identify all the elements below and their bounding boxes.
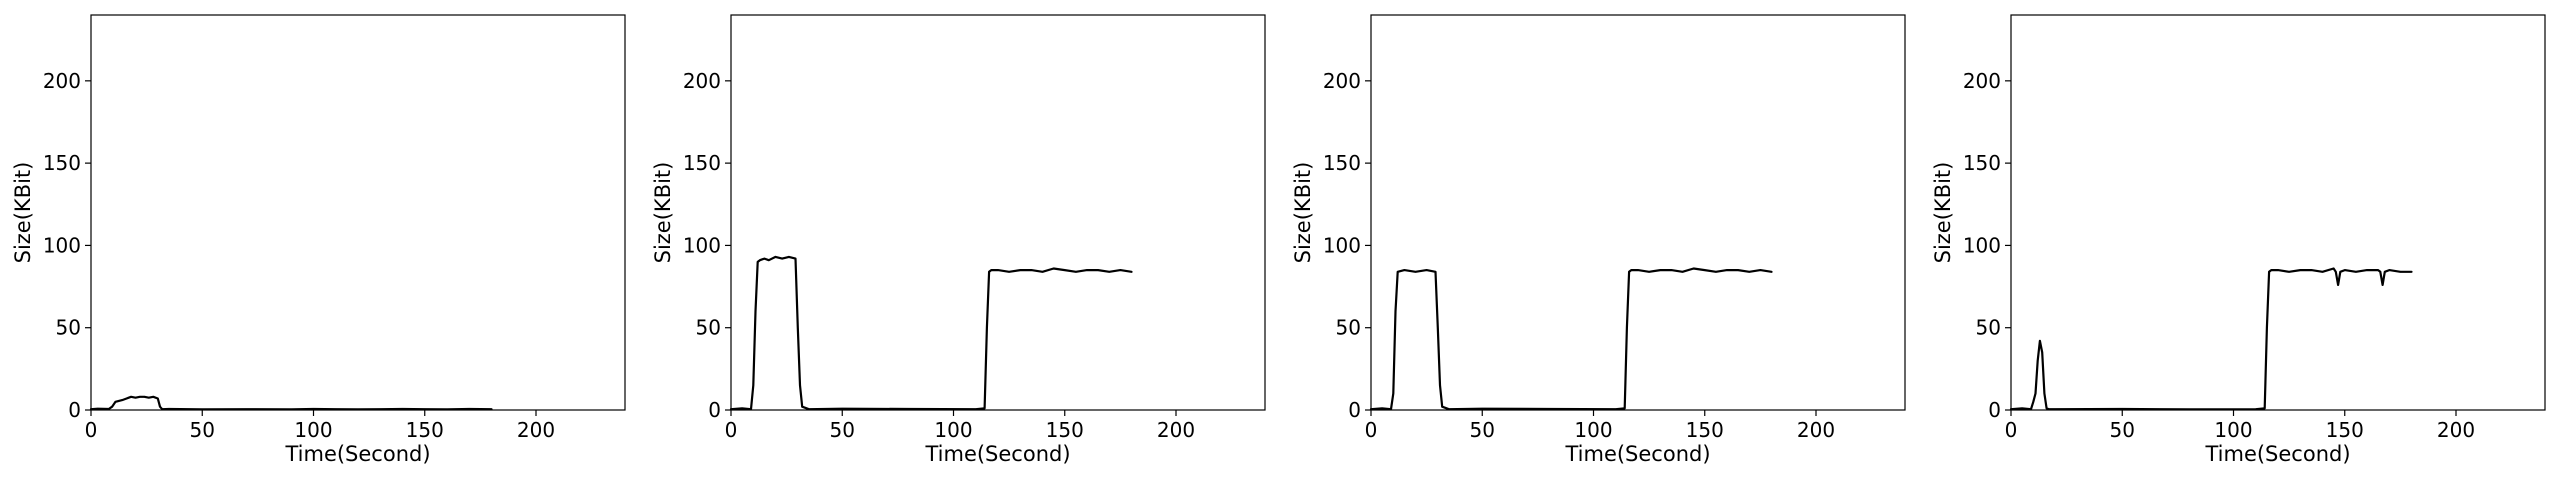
x-tick-label: 150 (1046, 418, 1084, 442)
x-tick-label: 200 (517, 418, 555, 442)
x-axis-label: Time(Second) (2204, 442, 2350, 466)
x-tick-label: 50 (2110, 418, 2135, 442)
y-axis-label: Size(KBit) (1291, 162, 1315, 264)
y-tick-label: 0 (1988, 398, 2001, 422)
x-tick-label: 200 (2437, 418, 2475, 442)
y-axis-label: Size(KBit) (651, 162, 675, 264)
y-tick-label: 50 (696, 316, 721, 340)
x-tick-label: 50 (1470, 418, 1495, 442)
y-tick-label: 50 (1976, 316, 2001, 340)
x-tick-label: 0 (725, 418, 738, 442)
x-axis-label: Time(Second) (924, 442, 1070, 466)
y-tick-label: 150 (43, 151, 81, 175)
chart-panel-2: 0 50 100 150 200 0 50 100 150 200 Time(Second) Size… (651, 14, 1266, 466)
x-tick-label: 200 (1797, 418, 1835, 442)
y-tick-label: 100 (1963, 233, 2001, 257)
series-line-1 (729, 255, 1133, 411)
x-tick-label: 100 (2214, 418, 2252, 442)
plot-frame (730, 14, 1266, 411)
y-tick-label: 200 (43, 69, 81, 93)
chart-panel-3: 0 50 100 150 200 0 50 100 150 200 Time(Second) Size… (1291, 14, 1906, 466)
y-tick-label: 150 (683, 151, 721, 175)
y-tick-label: 0 (1348, 398, 1361, 422)
y-tick-label: 200 (683, 69, 721, 93)
x-tick-label: 100 (934, 418, 972, 442)
x-tick-label: 50 (830, 418, 855, 442)
series-line-1 (89, 395, 493, 411)
y-tick-label: 200 (1323, 69, 1361, 93)
x-axis-label: Time(Second) (284, 442, 430, 466)
y-tick-label: 100 (683, 233, 721, 257)
y-tick-label: 0 (68, 398, 81, 422)
x-tick-label: 0 (1365, 418, 1378, 442)
x-tick-label: 0 (85, 418, 98, 442)
x-tick-label: 150 (2326, 418, 2364, 442)
y-tick-label: 100 (43, 233, 81, 257)
chart-panel-4: 0 50 100 150 200 0 50 100 150 200 Time(Second) Size… (1931, 14, 2546, 466)
series-line-1 (2009, 267, 2413, 411)
x-tick-label: 50 (190, 418, 215, 442)
y-tick-label: 100 (1323, 233, 1361, 257)
x-tick-label: 150 (406, 418, 444, 442)
x-tick-label: 0 (2005, 418, 2018, 442)
x-tick-label: 100 (1574, 418, 1612, 442)
plot-frame (2010, 14, 2546, 411)
x-axis-label: Time(Second) (1564, 442, 1710, 466)
y-tick-label: 0 (708, 398, 721, 422)
y-axis-label: Size(KBit) (1931, 162, 1955, 264)
x-tick-label: 150 (1686, 418, 1724, 442)
y-tick-label: 50 (56, 316, 81, 340)
plot-frame (1370, 14, 1906, 411)
chart-panel-1: 0 50 100 150 200 0 50 100 150 200 Time(Second) Size… (11, 14, 626, 466)
series-line-1 (1369, 267, 1773, 411)
x-tick-label: 100 (294, 418, 332, 442)
x-tick-label: 200 (1157, 418, 1195, 442)
plot-frame (90, 14, 626, 411)
y-tick-label: 150 (1963, 151, 2001, 175)
y-tick-label: 200 (1963, 69, 2001, 93)
y-tick-label: 50 (1336, 316, 1361, 340)
y-axis-label: Size(KBit) (11, 162, 35, 264)
y-tick-label: 150 (1323, 151, 1361, 175)
